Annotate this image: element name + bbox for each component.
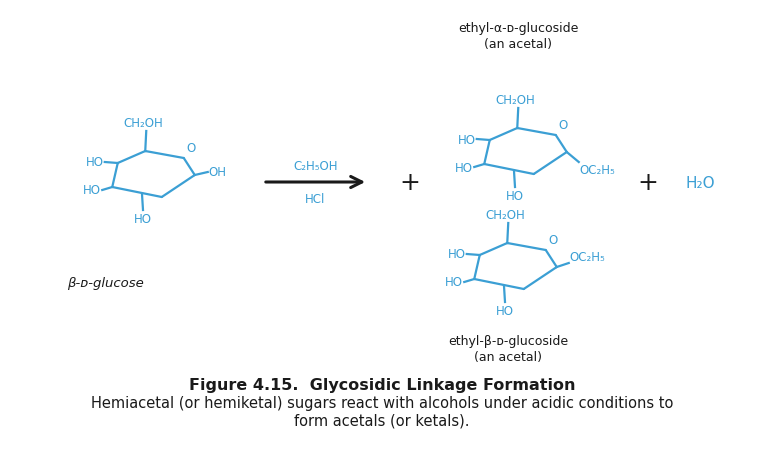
Text: HO: HO [496, 304, 514, 317]
Text: OC₂H₅: OC₂H₅ [570, 251, 606, 263]
Text: +: + [638, 171, 659, 195]
Text: CH₂OH: CH₂OH [495, 94, 535, 107]
Text: HO: HO [445, 276, 463, 289]
Text: (an acetal): (an acetal) [474, 350, 542, 363]
Text: HO: HO [506, 190, 524, 202]
Text: +: + [400, 171, 420, 195]
Text: O: O [186, 142, 196, 155]
Text: HO: HO [83, 184, 102, 197]
Text: CH₂OH: CH₂OH [485, 208, 525, 222]
Text: O: O [558, 119, 568, 132]
Text: CH₂OH: CH₂OH [123, 117, 163, 130]
Text: β-ᴅ-glucose: β-ᴅ-glucose [66, 276, 144, 289]
Text: Figure 4.15.  Glycosidic Linkage Formation: Figure 4.15. Glycosidic Linkage Formatio… [189, 377, 575, 392]
Text: HO: HO [448, 248, 466, 261]
Text: HO: HO [458, 133, 476, 146]
Text: ethyl-α-ᴅ-glucoside: ethyl-α-ᴅ-glucoside [458, 22, 578, 35]
Text: H₂O: H₂O [685, 175, 715, 190]
Text: HCl: HCl [306, 193, 325, 206]
Text: HO: HO [134, 213, 152, 225]
Text: OH: OH [209, 166, 227, 179]
Text: HO: HO [86, 156, 104, 169]
Text: (an acetal): (an acetal) [484, 38, 552, 51]
Text: HO: HO [455, 161, 473, 174]
Text: form acetals (or ketals).: form acetals (or ketals). [294, 413, 470, 428]
Text: O: O [549, 234, 558, 246]
Text: ethyl-β-ᴅ-glucoside: ethyl-β-ᴅ-glucoside [448, 334, 568, 347]
Text: OC₂H₅: OC₂H₅ [580, 164, 616, 177]
Text: Hemiacetal (or hemiketal) sugars react with alcohols under acidic conditions to: Hemiacetal (or hemiketal) sugars react w… [91, 395, 673, 410]
Text: C₂H₅OH: C₂H₅OH [293, 160, 338, 173]
